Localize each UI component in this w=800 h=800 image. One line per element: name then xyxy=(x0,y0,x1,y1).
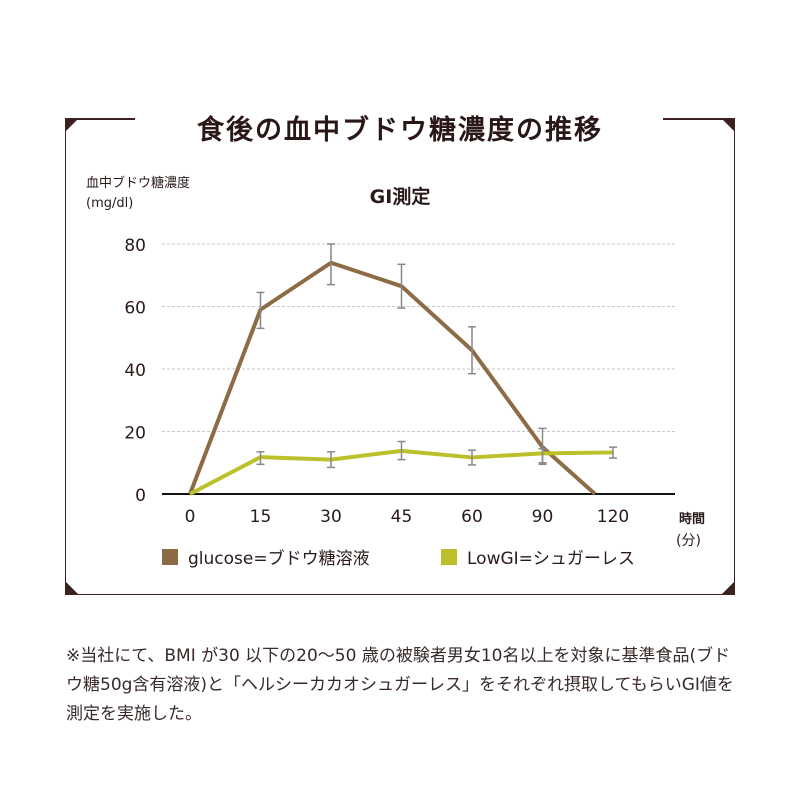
x-tick-label: 0 xyxy=(185,507,196,527)
legend-item-glucose: glucose=ブドウ糖溶液 xyxy=(162,544,370,569)
corner-decoration xyxy=(721,118,735,132)
corner-decoration xyxy=(721,581,735,595)
x-tick-label: 15 xyxy=(250,507,272,527)
x-tick-label: 90 xyxy=(532,507,554,527)
chart-title: GI測定 xyxy=(369,186,431,208)
y-tick-label: 0 xyxy=(135,486,146,506)
y-tick-label: 40 xyxy=(124,361,146,381)
x-tick-label: 120 xyxy=(597,507,629,527)
corner-decoration xyxy=(65,581,79,595)
y-tick-label: 20 xyxy=(124,424,146,444)
x-tick-label: 45 xyxy=(391,507,413,527)
page-title: 食後の血中ブドウ糖濃度の推移 xyxy=(197,115,603,146)
x-tick-label: 30 xyxy=(320,507,342,527)
frame-top-line-left xyxy=(65,118,135,120)
series-line-glucose xyxy=(188,260,597,496)
y-tick-label: 80 xyxy=(124,236,146,256)
legend-label: glucose=ブドウ糖溶液 xyxy=(188,549,370,569)
y-axis-label: 血中ブドウ糖濃度 xyxy=(86,176,191,191)
x-axis-label: 時間 xyxy=(679,512,706,527)
legend-item-lowgi: LowGI=シュガーレス xyxy=(441,544,635,569)
frame-top-line-right xyxy=(663,118,735,120)
footnote: ※当社にて、BMI が30 以下の20〜50 歳の被験者男女10名以上を対象に基… xyxy=(66,646,734,724)
x-tick-label: 60 xyxy=(461,507,483,527)
chart-frame xyxy=(65,118,735,595)
legend-swatch xyxy=(162,548,178,565)
legend-label: LowGI=シュガーレス xyxy=(467,549,635,569)
x-axis-unit: (分) xyxy=(676,533,701,549)
corner-decoration xyxy=(65,118,79,132)
legend-swatch xyxy=(441,548,457,565)
y-tick-label: 60 xyxy=(124,299,146,319)
y-axis-unit: (mg/dl) xyxy=(86,196,134,211)
